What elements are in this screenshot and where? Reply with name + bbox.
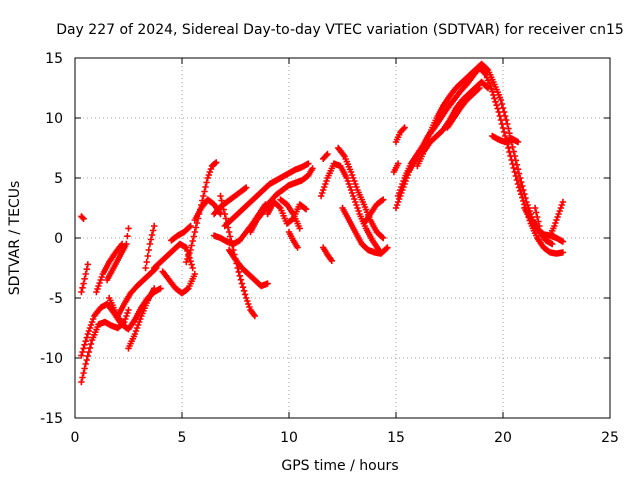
series-prn-i bbox=[114, 264, 160, 320]
data-point-markers bbox=[320, 150, 331, 162]
series-prn-ah bbox=[444, 84, 483, 131]
data-point-markers bbox=[114, 264, 160, 320]
series-prn-c bbox=[78, 261, 91, 296]
series-prn-ak bbox=[489, 132, 522, 146]
x-tick-label: 20 bbox=[494, 430, 512, 446]
data-point-markers bbox=[320, 244, 335, 264]
series-prn-aa bbox=[317, 160, 383, 254]
y-tick-label: 10 bbox=[45, 111, 63, 127]
y-tick-label: 15 bbox=[45, 51, 63, 67]
series-prn-u bbox=[247, 165, 316, 236]
series-prn-am bbox=[546, 198, 567, 239]
data-point-markers bbox=[210, 184, 250, 218]
x-tick-label: 15 bbox=[387, 430, 405, 446]
data-point-markers bbox=[390, 160, 402, 176]
series-prn-t bbox=[221, 160, 312, 230]
x-tick-label: 0 bbox=[71, 430, 80, 446]
data-point-markers bbox=[360, 196, 387, 227]
series-prn-y bbox=[320, 244, 335, 264]
data-point-markers bbox=[531, 204, 543, 230]
data-point-markers bbox=[285, 228, 301, 251]
gridlines bbox=[75, 58, 610, 418]
series-prn-an bbox=[531, 204, 543, 230]
data-point-markers bbox=[159, 268, 198, 297]
series-prn-ai bbox=[392, 124, 408, 146]
series-prn-d bbox=[78, 213, 87, 222]
data-point-markers bbox=[221, 160, 312, 230]
series-prn-s bbox=[210, 184, 250, 218]
series-prn-j bbox=[142, 222, 158, 272]
series-prn-h bbox=[125, 285, 158, 352]
series-prn-x bbox=[285, 228, 301, 251]
series-prn-e bbox=[93, 240, 126, 296]
series-prn-r bbox=[225, 246, 271, 290]
series-prn-ac bbox=[335, 144, 387, 242]
data-point-markers bbox=[444, 84, 483, 131]
data-point-markers bbox=[225, 246, 271, 290]
data-point-markers bbox=[339, 204, 391, 257]
y-tick-label: -5 bbox=[49, 291, 63, 307]
series-prn-f bbox=[103, 225, 132, 284]
x-axis-label: GPS time / hours bbox=[281, 458, 398, 474]
series-prn-aj bbox=[390, 160, 402, 176]
data-points bbox=[78, 60, 567, 386]
y-tick-label: 0 bbox=[54, 231, 63, 247]
series-prn-ad bbox=[360, 196, 387, 227]
chart-title: Day 227 of 2024, Sidereal Day-to-day VTE… bbox=[56, 22, 624, 38]
y-tick-label: 5 bbox=[54, 171, 63, 187]
data-point-markers bbox=[277, 196, 303, 232]
data-point-markers bbox=[335, 144, 387, 242]
data-point-markers bbox=[103, 225, 132, 284]
x-tick-label: 5 bbox=[178, 430, 187, 446]
series-prn-a bbox=[78, 306, 132, 386]
data-point-markers bbox=[546, 198, 567, 239]
series-prn-w bbox=[277, 196, 303, 232]
x-tick-label: 10 bbox=[280, 430, 298, 446]
data-point-markers bbox=[392, 124, 408, 146]
data-point-markers bbox=[78, 306, 132, 386]
data-point-markers bbox=[78, 261, 91, 296]
axis-ticks: 0 5 10 15 20 25 -15 -10 -5 0 5 10 15 bbox=[40, 51, 619, 446]
y-tick-label: -15 bbox=[40, 411, 63, 427]
data-point-markers bbox=[489, 132, 522, 146]
data-point-markers bbox=[78, 213, 87, 222]
data-point-markers bbox=[317, 160, 383, 254]
y-tick-label: -10 bbox=[40, 351, 63, 367]
data-point-markers bbox=[125, 285, 158, 352]
y-axis-label: SDTVAR / TECUs bbox=[7, 181, 23, 296]
series-prn-ab bbox=[339, 204, 391, 257]
data-point-markers bbox=[142, 222, 158, 272]
series-prn-m bbox=[168, 222, 194, 244]
series-prn-l bbox=[159, 268, 198, 297]
x-tick-label: 25 bbox=[601, 430, 619, 446]
data-point-markers bbox=[247, 165, 316, 236]
data-point-markers bbox=[93, 240, 126, 296]
data-point-markers bbox=[168, 222, 194, 244]
series-prn-z bbox=[320, 150, 331, 162]
